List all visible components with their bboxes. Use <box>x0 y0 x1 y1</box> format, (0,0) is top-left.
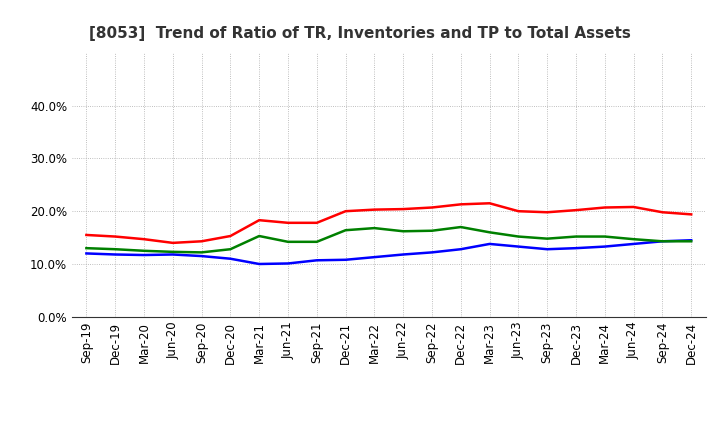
Inventories <box>399 252 408 257</box>
Inventories <box>140 253 148 258</box>
Trade Receivables <box>399 206 408 212</box>
Inventories <box>514 244 523 249</box>
Trade Payables <box>197 250 206 255</box>
Trade Receivables <box>284 220 292 225</box>
Inventories <box>543 246 552 252</box>
Inventories <box>370 254 379 260</box>
Trade Receivables <box>82 232 91 238</box>
Inventories <box>197 253 206 259</box>
Trade Receivables <box>456 202 465 207</box>
Trade Receivables <box>600 205 609 210</box>
Trade Payables <box>111 246 120 252</box>
Inventories <box>600 244 609 249</box>
Line: Trade Payables: Trade Payables <box>86 227 691 253</box>
Inventories <box>341 257 350 262</box>
Trade Payables <box>600 234 609 239</box>
Trade Receivables <box>572 208 580 213</box>
Trade Receivables <box>168 240 177 246</box>
Trade Receivables <box>514 209 523 214</box>
Trade Payables <box>284 239 292 245</box>
Line: Inventories: Inventories <box>86 240 691 264</box>
Trade Payables <box>514 234 523 239</box>
Trade Receivables <box>428 205 436 210</box>
Text: [8053]  Trend of Ratio of TR, Inventories and TP to Total Assets: [8053] Trend of Ratio of TR, Inventories… <box>89 26 631 41</box>
Trade Payables <box>341 227 350 233</box>
Trade Payables <box>629 237 638 242</box>
Trade Receivables <box>687 212 696 217</box>
Trade Receivables <box>629 204 638 209</box>
Inventories <box>658 238 667 244</box>
Trade Payables <box>168 249 177 254</box>
Trade Receivables <box>543 209 552 215</box>
Trade Payables <box>658 238 667 244</box>
Inventories <box>629 241 638 246</box>
Trade Receivables <box>370 207 379 212</box>
Trade Payables <box>226 246 235 252</box>
Inventories <box>456 246 465 252</box>
Trade Payables <box>543 236 552 241</box>
Trade Payables <box>370 225 379 231</box>
Inventories <box>168 252 177 257</box>
Trade Receivables <box>312 220 321 225</box>
Trade Receivables <box>255 217 264 223</box>
Inventories <box>312 258 321 263</box>
Trade Payables <box>140 248 148 253</box>
Trade Payables <box>572 234 580 239</box>
Trade Payables <box>399 229 408 234</box>
Trade Payables <box>687 238 696 244</box>
Trade Receivables <box>226 233 235 238</box>
Trade Payables <box>485 230 494 235</box>
Inventories <box>485 241 494 246</box>
Trade Receivables <box>140 237 148 242</box>
Trade Receivables <box>197 238 206 244</box>
Inventories <box>255 261 264 267</box>
Inventories <box>687 238 696 243</box>
Inventories <box>284 261 292 266</box>
Trade Payables <box>82 246 91 251</box>
Line: Trade Receivables: Trade Receivables <box>86 203 691 243</box>
Inventories <box>572 246 580 251</box>
Inventories <box>82 251 91 256</box>
Inventories <box>226 256 235 261</box>
Trade Payables <box>456 224 465 230</box>
Trade Receivables <box>485 201 494 206</box>
Inventories <box>428 250 436 255</box>
Inventories <box>111 252 120 257</box>
Trade Receivables <box>111 234 120 239</box>
Trade Receivables <box>658 209 667 215</box>
Trade Receivables <box>341 209 350 214</box>
Trade Payables <box>312 239 321 245</box>
Trade Payables <box>428 228 436 233</box>
Trade Payables <box>255 233 264 238</box>
